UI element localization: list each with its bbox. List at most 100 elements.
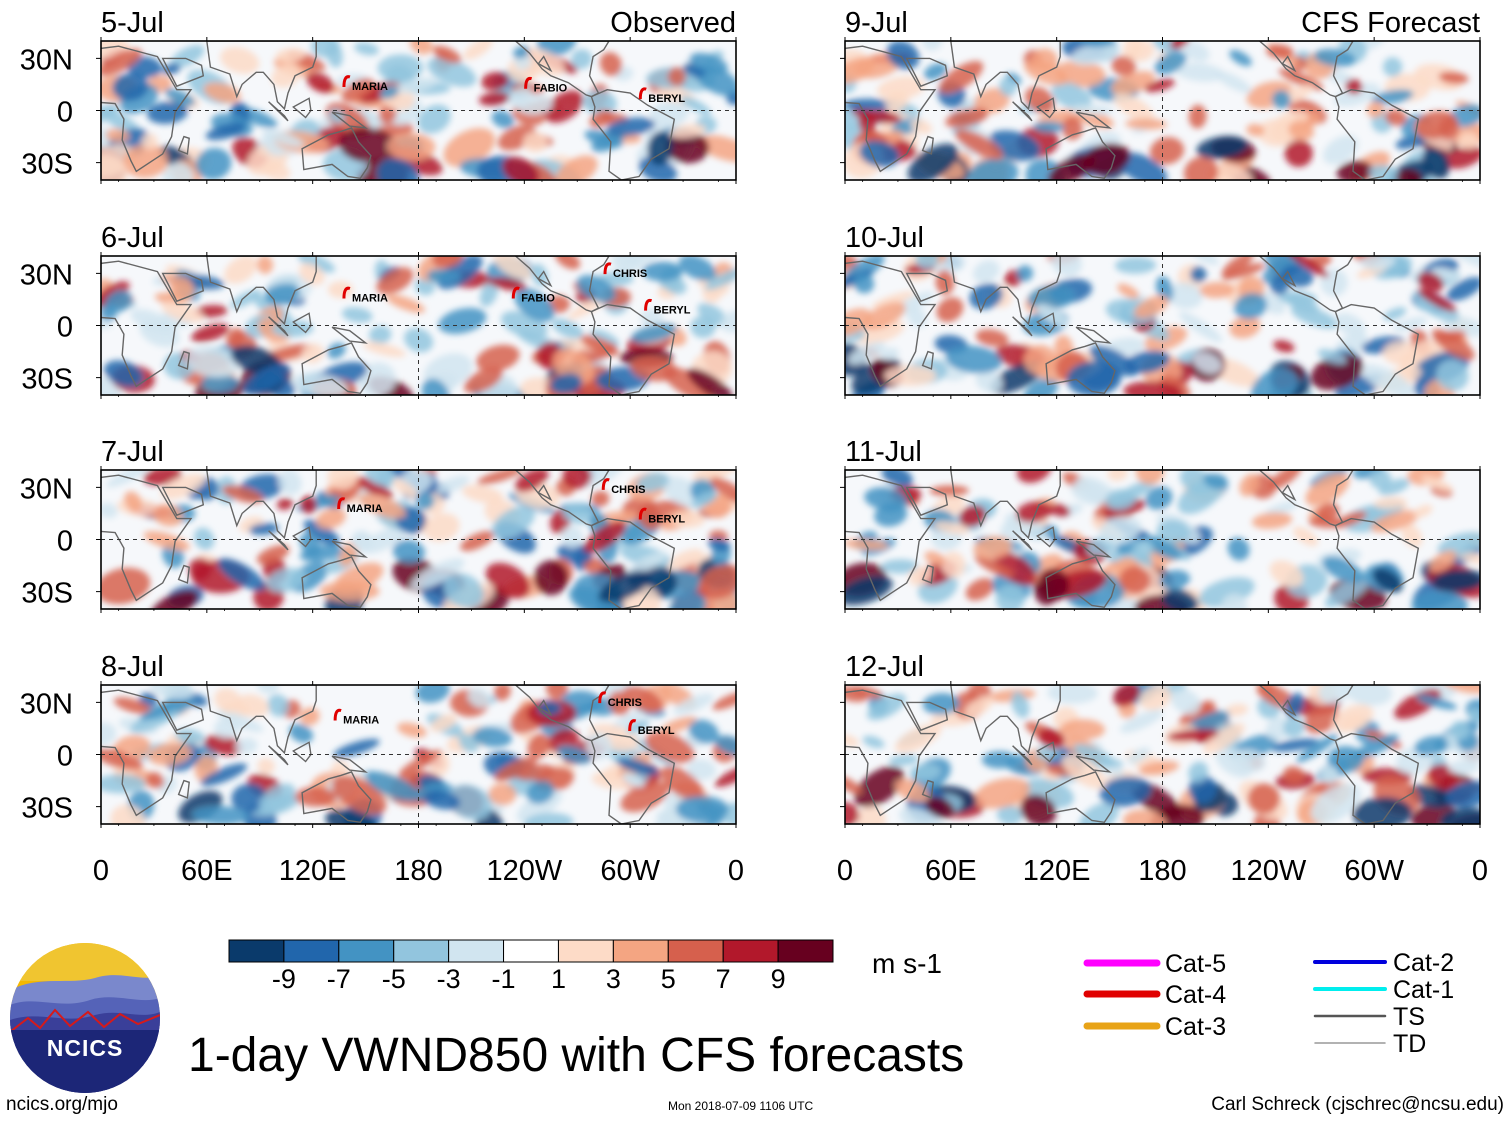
anomaly-cell	[1070, 43, 1120, 66]
anomaly-cell	[1288, 120, 1315, 141]
anomaly-cell	[1167, 282, 1203, 309]
anomaly-cell	[1432, 569, 1480, 592]
anomaly-cell	[299, 532, 321, 557]
anomaly-cell	[1310, 353, 1363, 391]
coastline	[268, 101, 289, 122]
anomaly-cell	[669, 123, 706, 139]
anomaly-cell	[1089, 345, 1138, 377]
anomaly-cell	[551, 318, 584, 339]
anomaly-cell	[276, 498, 293, 510]
anomaly-cell	[1175, 62, 1225, 82]
coastline	[301, 771, 372, 824]
coastline	[537, 699, 553, 717]
anomaly-cell	[101, 502, 118, 519]
anomaly-cell	[580, 335, 620, 356]
anomaly-cell	[409, 41, 433, 55]
anomaly-cell	[1360, 256, 1396, 270]
anomaly-cell	[974, 777, 1031, 809]
wind-field	[845, 470, 1480, 609]
anomaly-cell	[491, 505, 535, 540]
anomaly-cell	[691, 491, 718, 508]
anomaly-cell	[1438, 71, 1469, 84]
footer-website: ncics.org/mjo	[6, 1094, 118, 1115]
anomaly-cell	[463, 41, 493, 60]
colorbar-label: -7	[327, 964, 351, 994]
anomaly-cell	[877, 76, 926, 100]
anomaly-cell	[162, 162, 194, 180]
anomaly-cell	[1322, 556, 1364, 583]
anomaly-cell	[1079, 801, 1119, 824]
colorbar-swatch	[722, 939, 779, 963]
anomaly-cell	[481, 71, 509, 91]
anomaly-cell	[1117, 283, 1140, 299]
anomaly-cell	[871, 291, 915, 309]
map-panel: 11-Jul	[840, 436, 1481, 613]
anomaly-cell	[316, 508, 346, 529]
storm-track	[511, 286, 520, 299]
coastline	[331, 111, 369, 129]
anomaly-cell	[195, 147, 232, 180]
anomaly-cell	[1368, 164, 1407, 180]
anomaly-cell	[338, 127, 398, 163]
coastline	[161, 486, 205, 517]
anomaly-cell	[939, 61, 984, 94]
anomaly-cell	[936, 297, 964, 323]
anomaly-cell	[462, 484, 504, 504]
anomaly-cell	[526, 780, 555, 804]
map-panel: 9-Jul CFS Forecast	[840, 7, 1481, 184]
anomaly-cell	[689, 52, 728, 74]
anomaly-cell	[1145, 486, 1173, 510]
panel-date-label: 7-Jul	[101, 436, 164, 468]
coastline	[268, 316, 289, 337]
coastline	[268, 530, 289, 551]
anomaly-cell	[1323, 135, 1359, 165]
coastline	[101, 474, 193, 602]
storm-label: MARIA	[343, 715, 379, 727]
anomaly-cell	[493, 256, 532, 280]
coastline	[1334, 88, 1420, 180]
anomaly-cell	[160, 473, 206, 500]
anomaly-cell	[1190, 266, 1207, 283]
anomaly-cell	[101, 774, 146, 794]
anomaly-cell	[1123, 381, 1183, 395]
anomaly-cell	[687, 759, 716, 780]
colorbar-swatch	[283, 939, 340, 963]
anomaly-cell	[427, 57, 477, 87]
anomaly-cell	[1378, 478, 1410, 496]
anomaly-cell	[333, 738, 380, 758]
anomaly-cell	[377, 54, 424, 82]
anomaly-cell	[201, 373, 239, 393]
anomaly-cell	[1161, 588, 1199, 609]
anomaly-cell	[1270, 738, 1320, 752]
anomaly-cell	[1251, 512, 1293, 529]
storm-track	[628, 719, 637, 731]
x-tick-label: 60W	[600, 855, 660, 887]
anomaly-cell	[494, 756, 538, 782]
anomaly-cell	[561, 526, 583, 548]
anomaly-cell	[1188, 761, 1209, 783]
anomaly-cell	[647, 131, 674, 166]
legend-label: Cat-1	[1393, 976, 1454, 1004]
coastlines	[101, 470, 676, 609]
anomaly-cell	[376, 267, 414, 295]
anomaly-cell	[1117, 152, 1168, 180]
anomaly-cell	[586, 732, 612, 760]
anomaly-cell	[217, 558, 266, 591]
anomaly-cell	[193, 527, 215, 550]
anomaly-cell	[1061, 116, 1083, 141]
anomaly-cell	[571, 49, 593, 69]
coastline	[1012, 530, 1033, 551]
anomaly-cell	[845, 734, 860, 747]
x-tick-label: 120W	[486, 855, 562, 887]
anomaly-cell	[1016, 265, 1034, 282]
anomaly-cell	[188, 557, 211, 580]
anomaly-cell	[326, 41, 343, 68]
y-tick-label: 30S	[21, 578, 73, 610]
coastline	[1281, 270, 1297, 288]
anomaly-cell	[220, 46, 260, 74]
y-tick-label: 30N	[20, 473, 73, 505]
x-tick-label: 120E	[1023, 855, 1091, 887]
anomaly-cell	[1411, 590, 1468, 609]
coastline	[1045, 556, 1116, 609]
anomaly-cell	[379, 86, 399, 99]
